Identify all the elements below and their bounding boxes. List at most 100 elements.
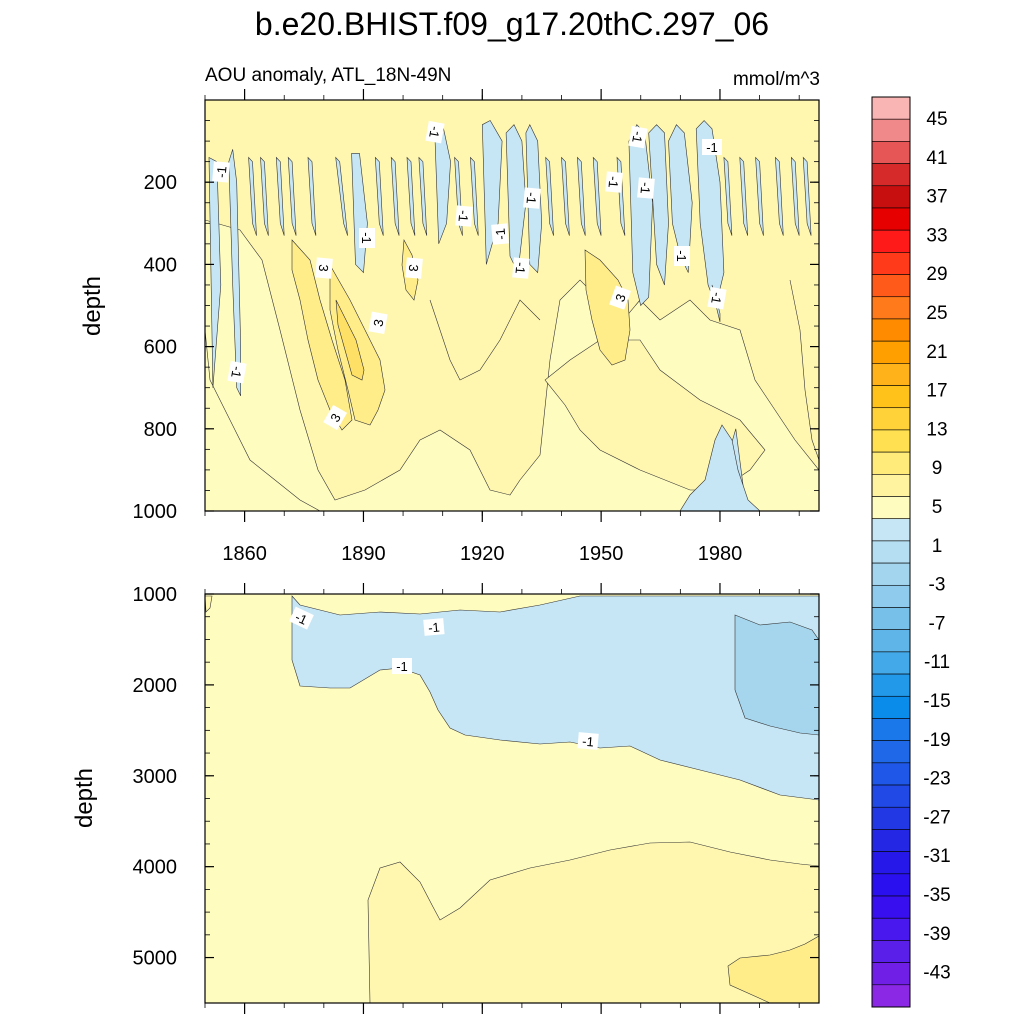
lower-top-sliver bbox=[205, 595, 213, 613]
negative-plume bbox=[628, 124, 653, 307]
colorbar-swatch bbox=[871, 207, 911, 231]
colorbar-swatch bbox=[871, 718, 911, 741]
contour-label-bg bbox=[359, 228, 375, 248]
upper-contour-line bbox=[789, 279, 819, 461]
colorbar-swatch bbox=[871, 651, 911, 675]
colorbar-swatch bbox=[871, 96, 911, 120]
colorbar-swatch bbox=[871, 252, 911, 275]
colorbar-label: -27 bbox=[923, 807, 950, 828]
lower-negative-core bbox=[734, 614, 819, 736]
colorbar-swatch bbox=[871, 496, 911, 520]
contour-label-bg bbox=[315, 257, 333, 279]
colorbar-swatch bbox=[871, 474, 911, 497]
colorbar-label: 1 bbox=[932, 536, 943, 557]
colorbar-swatch bbox=[871, 629, 911, 653]
negative-plume bbox=[406, 156, 416, 236]
contour-label-bg bbox=[212, 161, 230, 183]
colorbar-frame bbox=[871, 96, 911, 1008]
contour-label-bg bbox=[392, 658, 412, 674]
contour-label-text: -1 bbox=[638, 182, 654, 195]
colorbar-swatch bbox=[871, 851, 911, 875]
upper-warm-core-1885 bbox=[291, 239, 386, 431]
contour-label-text: -1 bbox=[293, 609, 310, 627]
contour-label: -1 bbox=[455, 205, 473, 227]
y-tick-label: 4000 bbox=[133, 857, 178, 879]
negative-plume bbox=[577, 156, 586, 236]
contour-label-text: 3 bbox=[316, 264, 332, 273]
negative-plume bbox=[335, 156, 348, 236]
colorbar-swatch bbox=[871, 385, 911, 409]
contour-label-text: -1 bbox=[426, 125, 443, 139]
contour-label: -1 bbox=[707, 286, 727, 310]
lower-y-label: depth bbox=[71, 768, 98, 828]
lower-field bbox=[205, 594, 819, 1003]
contour-label-text: -1 bbox=[456, 210, 472, 223]
colorbar-label: 45 bbox=[926, 109, 947, 130]
contour-label-text: -1 bbox=[228, 365, 245, 379]
contour-label: -1 bbox=[288, 606, 314, 630]
colorbar-label: -19 bbox=[923, 730, 950, 751]
contour-label: -1 bbox=[628, 125, 648, 149]
contour-label: -1 bbox=[523, 187, 541, 209]
colorbar-label: 29 bbox=[926, 264, 947, 285]
negative-plume bbox=[790, 156, 800, 236]
colorbar-label: 17 bbox=[926, 381, 947, 402]
y-tick-label: 600 bbox=[144, 337, 177, 359]
colorbar-label: 25 bbox=[926, 303, 947, 324]
colorbar-swatch bbox=[871, 895, 911, 919]
contour-label: -1 bbox=[674, 246, 690, 266]
contour-label: 3 bbox=[368, 311, 388, 335]
colorbar-label: -35 bbox=[923, 885, 950, 906]
colorbar-swatch bbox=[871, 429, 911, 453]
contour-label-bg bbox=[455, 205, 473, 227]
lower-negative-region bbox=[291, 595, 819, 801]
contour-label-bg bbox=[707, 286, 727, 310]
negative-plume bbox=[723, 156, 733, 236]
contour-label-text: -1 bbox=[396, 659, 408, 674]
contour-label-bg bbox=[637, 177, 655, 199]
upper-warm-core-1885b bbox=[335, 299, 365, 381]
colorbar-swatch bbox=[871, 607, 911, 630]
upper-warm-core-1953 bbox=[584, 249, 631, 366]
negative-plume bbox=[307, 156, 317, 236]
contour-label-text: 3 bbox=[406, 264, 422, 273]
contour-label-bg bbox=[288, 606, 314, 630]
negative-plume bbox=[374, 156, 384, 236]
colorbar-label: 21 bbox=[926, 342, 947, 363]
contour-label-bg bbox=[368, 311, 388, 335]
lower-warm-core bbox=[727, 935, 819, 1003]
colorbar-swatch bbox=[871, 806, 911, 830]
colorbar-swatch bbox=[871, 695, 911, 719]
negative-plume bbox=[248, 156, 257, 236]
colorbar-swatch bbox=[871, 163, 911, 187]
y-tick-label: 5000 bbox=[133, 948, 178, 970]
negative-plume bbox=[260, 156, 269, 236]
colorbar-swatch bbox=[871, 518, 911, 542]
colorbar-swatch bbox=[871, 363, 911, 386]
y-tick-label: 1000 bbox=[133, 501, 178, 523]
colorbar-swatch bbox=[871, 873, 911, 897]
colorbar-swatch bbox=[871, 962, 911, 986]
colorbar-swatch bbox=[871, 340, 911, 364]
contour-label-text: -1 bbox=[606, 176, 622, 189]
contour-label-bg bbox=[512, 257, 530, 279]
negative-plume bbox=[755, 156, 764, 236]
contour-label-text: 3 bbox=[370, 318, 386, 328]
contour-label-text: -1 bbox=[629, 130, 646, 144]
contour-label: -1 bbox=[227, 360, 247, 384]
colorbar-swatch bbox=[871, 451, 911, 475]
colorbar-swatch bbox=[871, 762, 911, 786]
contour-label-bg bbox=[425, 120, 445, 144]
contour-label: -1 bbox=[359, 228, 375, 248]
subtitle-right: mmol/m^3 bbox=[733, 69, 820, 90]
negative-plume bbox=[418, 156, 428, 236]
colorbar-swatch bbox=[871, 318, 911, 342]
negative-plume bbox=[648, 124, 669, 286]
contour-label-bg bbox=[577, 732, 599, 750]
colorbar-swatch bbox=[871, 185, 911, 209]
contour-label-text: -1 bbox=[359, 232, 374, 244]
negative-plume bbox=[481, 120, 503, 265]
upper-axes: 200 400 600 800 1000 1860 1890 1920 1950 1980 bbox=[133, 89, 819, 565]
colorbar-label: 9 bbox=[932, 458, 943, 479]
